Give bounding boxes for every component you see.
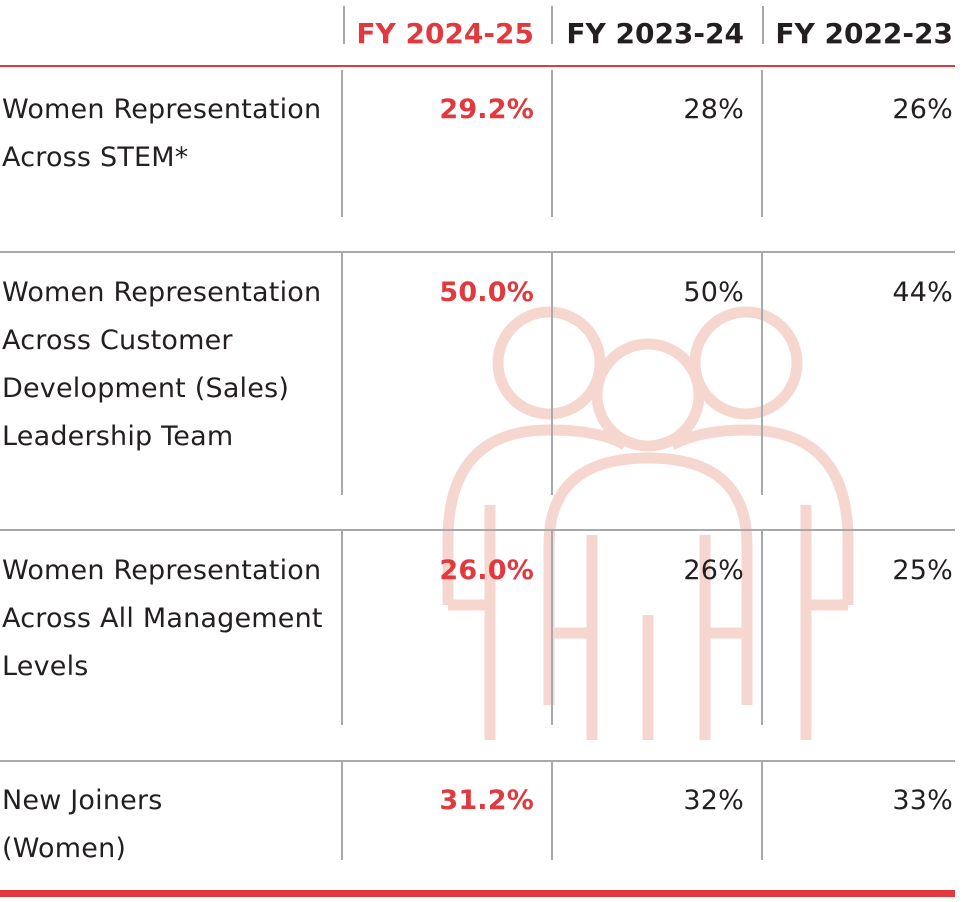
header-divider [762, 6, 764, 44]
row-label: Women Representation Across STEM* [2, 94, 322, 173]
row-rule [0, 251, 955, 253]
row-rule [0, 760, 955, 762]
column-divider [761, 762, 763, 860]
value-fy2022-23: 44% [892, 277, 953, 308]
value-fy2022-23: 33% [892, 785, 953, 816]
column-header-fy2022-23: FY 2022-23 [775, 17, 953, 50]
value-fy2022-23: 26% [892, 94, 953, 125]
value-fy2023-24: 50% [683, 277, 744, 308]
value-fy2024-25: 26.0% [439, 555, 534, 586]
value-fy2024-25: 29.2% [439, 94, 534, 125]
column-divider [341, 70, 343, 217]
column-divider [341, 253, 343, 495]
value-fy2023-24: 26% [683, 555, 744, 586]
header-divider [343, 6, 345, 44]
header-rule [0, 65, 955, 67]
column-divider [551, 762, 553, 860]
row-label: Women Representation Across Customer Dev… [2, 277, 322, 452]
row-label: New Joiners (Women) [2, 785, 163, 864]
row-rule [0, 529, 955, 531]
column-divider [551, 70, 553, 217]
column-header-fy2023-24: FY 2023-24 [566, 17, 744, 50]
column-divider [551, 253, 553, 495]
column-header-fy2024-25: FY 2024-25 [356, 17, 534, 50]
value-fy2022-23: 25% [892, 555, 953, 586]
table-bottom-rule [0, 890, 955, 897]
value-fy2024-25: 50.0% [439, 277, 534, 308]
column-divider [761, 70, 763, 217]
value-fy2023-24: 32% [683, 785, 744, 816]
column-divider [341, 531, 343, 725]
value-fy2024-25: 31.2% [439, 785, 534, 816]
column-divider [551, 531, 553, 725]
value-fy2023-24: 28% [683, 94, 744, 125]
header-divider [551, 6, 553, 44]
column-divider [761, 253, 763, 495]
column-divider [341, 762, 343, 860]
row-label: Women Representation Across All Manageme… [2, 555, 323, 682]
column-divider [761, 531, 763, 725]
